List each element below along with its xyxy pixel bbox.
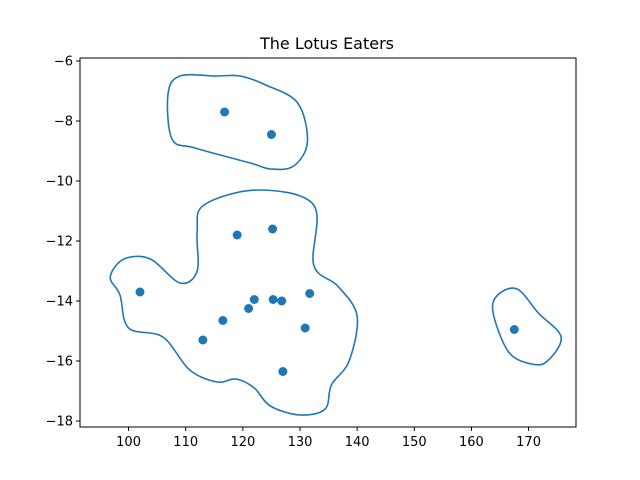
plot-frame — [79, 57, 577, 428]
contour-layer — [109, 73, 562, 416]
data-point — [305, 289, 315, 298]
data-point — [278, 367, 288, 376]
data-point — [244, 304, 254, 313]
x-tick-label: 130 — [288, 435, 313, 450]
data-point — [218, 316, 228, 325]
y-tick-label: −8 — [54, 115, 73, 130]
points-layer — [135, 107, 519, 376]
y-tick-label: −16 — [46, 355, 73, 370]
x-tick-label: 170 — [516, 435, 541, 450]
y-tick-label: −6 — [54, 55, 73, 70]
y-axis: −18 −16 −14 −12 −10 −8 −6 — [46, 55, 80, 430]
cluster-contour-1 — [166, 73, 309, 171]
x-tick-label: 110 — [173, 435, 198, 450]
x-tick-label: 100 — [116, 435, 141, 450]
x-tick-label: 160 — [459, 435, 484, 450]
data-point — [509, 325, 519, 334]
data-point — [266, 130, 276, 139]
x-tick-label: 150 — [402, 435, 427, 450]
y-tick-label: −18 — [46, 415, 73, 430]
data-point — [198, 335, 208, 345]
data-point — [300, 323, 310, 333]
cluster-contour-2 — [109, 189, 359, 416]
data-point — [268, 295, 278, 304]
y-tick-label: −12 — [46, 235, 73, 250]
x-tick-label: 140 — [345, 435, 370, 450]
data-point — [232, 230, 242, 240]
cluster-contour-3 — [491, 287, 562, 366]
data-point — [249, 295, 259, 304]
data-point — [277, 296, 287, 306]
data-point — [135, 287, 145, 297]
x-axis: 100 110 120 130 140 150 160 170 — [116, 427, 541, 450]
x-tick-label: 120 — [230, 435, 255, 450]
data-point — [220, 107, 230, 117]
y-tick-label: −10 — [46, 175, 73, 190]
chart-title: The Lotus Eaters — [259, 34, 394, 53]
y-tick-label: −14 — [46, 295, 73, 310]
data-point — [268, 224, 278, 234]
